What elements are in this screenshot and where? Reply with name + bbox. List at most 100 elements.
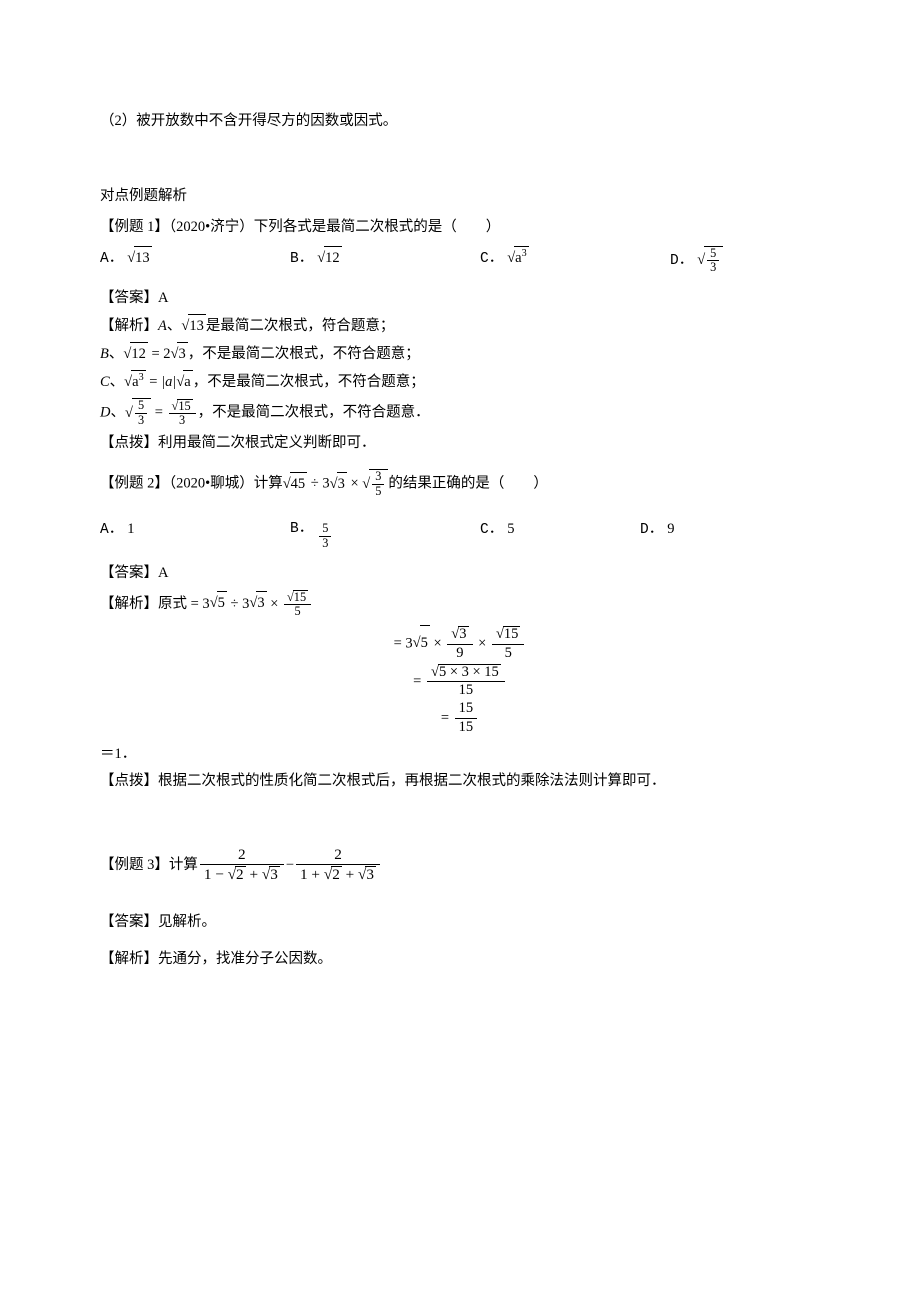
ex2-opt-b: B．53 [290, 518, 480, 550]
sqrt: 35 [362, 469, 388, 498]
ex1-ana-c: C、a3 = aa，不是最简二次根式，不符合题意； [100, 370, 820, 394]
opt-label: D． [640, 519, 663, 542]
opt-letter: B [100, 346, 109, 362]
frac: 155 [284, 590, 311, 619]
sqrt: 45 [283, 472, 307, 496]
sqrt: 12 [123, 342, 147, 366]
ex2-step3: = 5 × 3 × 1515 [100, 663, 820, 701]
t: 1 + [300, 866, 324, 883]
sqrt: 12 [317, 246, 341, 270]
radicand: 15 [293, 590, 308, 605]
den: 3 [169, 413, 196, 428]
spacer [100, 938, 820, 948]
opt-label: B． [290, 248, 313, 271]
ex2-step2: = 35 × 39 × 155 [100, 625, 820, 663]
num: 15 [455, 700, 478, 718]
den: 5 [372, 484, 384, 499]
frac: 1515 [455, 700, 478, 737]
radicand: 3 [177, 342, 187, 366]
opt-label: A． [100, 519, 123, 542]
opt-letter: D [100, 405, 110, 421]
t: + [246, 866, 262, 883]
frac: 53 [135, 399, 147, 427]
stem-pre: 【例题 3】计算 [100, 857, 198, 873]
radicand: 53 [132, 398, 151, 427]
ex2-ana-line1: 【解析】原式 = 35 ÷ 33 × 155 [100, 590, 820, 619]
pre: = 3 [394, 635, 413, 651]
den: 3 [707, 260, 719, 275]
spacer [100, 889, 820, 911]
eq: = 2 [148, 346, 171, 362]
op: × [347, 476, 362, 492]
spacer [100, 502, 820, 512]
radicand: 12 [130, 342, 148, 366]
radicand: 12 [324, 246, 342, 270]
den: 1 + 2 + 3 [296, 864, 380, 885]
radicand: a3 [131, 370, 146, 394]
num: 15 [492, 625, 524, 644]
frac: 155 [492, 625, 524, 663]
stem-post: 的结果正确的是（ ） [388, 476, 548, 492]
opt-letter: A [158, 318, 167, 334]
val: 5 [507, 518, 514, 541]
frac: 53 [707, 247, 719, 275]
frac: 21 − 2 + 3 [200, 846, 284, 885]
radicand: 15 [177, 399, 192, 414]
ex1-options: A． 13 B． 12 C． a3 D． 53 [100, 246, 820, 275]
num: 5 × 3 × 15 [427, 663, 505, 682]
radicand: 3 [365, 866, 376, 884]
radicand: a [183, 370, 192, 394]
sqrt: 53 [125, 398, 151, 427]
ex2-centered-math: = 35 × 39 × 155 = 5 × 3 × 1515 = 1515 [100, 625, 820, 738]
frac: 35 [372, 470, 384, 498]
frac: 153 [169, 399, 196, 428]
sqrt: 3 [171, 342, 188, 366]
label: 【解析】原式 = 3 [100, 595, 210, 611]
comma: 、 [109, 346, 124, 362]
opt-label: A． [100, 248, 123, 271]
radicand: a3 [514, 246, 529, 270]
frac: 5 × 3 × 1515 [427, 663, 505, 701]
label: 【解析】 [100, 318, 158, 334]
sqrt: 15 [496, 626, 520, 643]
val: 9 [667, 518, 674, 541]
stem-pre: 【例题 2】（2020•聊城）计算 [100, 476, 283, 492]
ex2-final: ＝1． [100, 743, 820, 766]
radicand: 13 [134, 246, 152, 270]
tail: ，不是最简二次根式，不符合题意； [188, 346, 420, 362]
ex2-tip: 【点拨】根据二次根式的性质化简二次根式后，再根据二次根式的乘除法法则计算即可． [100, 770, 820, 793]
intro-line: （2）被开放数中不含开得尽方的因数或因式。 [100, 110, 820, 133]
den: 3 [135, 413, 147, 428]
frac: 21 + 2 + 3 [296, 846, 380, 885]
num: 5 [707, 247, 719, 261]
ex1-tip: 【点拨】利用最简二次根式定义判断即可． [100, 432, 820, 455]
den: 3 [319, 536, 331, 551]
opt-letter: C [100, 374, 110, 390]
sqrt: 3 [451, 626, 468, 643]
num: 5 [135, 399, 147, 413]
spacer [100, 137, 820, 185]
radicand: 3 [337, 472, 347, 496]
radicand: 5 [420, 625, 430, 661]
sqrt: 3 [249, 591, 266, 615]
op: − [286, 854, 294, 877]
num: 2 [200, 846, 284, 865]
den: 15 [427, 681, 505, 700]
opt-label: D． [670, 250, 693, 273]
radicand: 2 [331, 866, 342, 884]
ex2-options: A．1 B．53 C．5 D．9 [100, 518, 820, 550]
num: 3 [372, 470, 384, 484]
eq: = [146, 374, 161, 390]
spacer [100, 798, 820, 846]
comma: 、 [110, 374, 125, 390]
ex2-step4: = 1515 [100, 700, 820, 737]
sqrt: 5 [210, 591, 227, 615]
num: 3 [447, 625, 472, 644]
sqrt: 5 × 3 × 15 [431, 664, 501, 681]
den: 15 [455, 718, 478, 737]
radicand: 53 [704, 246, 723, 275]
comma: 、 [110, 405, 125, 421]
radicand: 3 [256, 591, 266, 615]
t: + [342, 866, 358, 883]
abs: a [161, 371, 176, 394]
